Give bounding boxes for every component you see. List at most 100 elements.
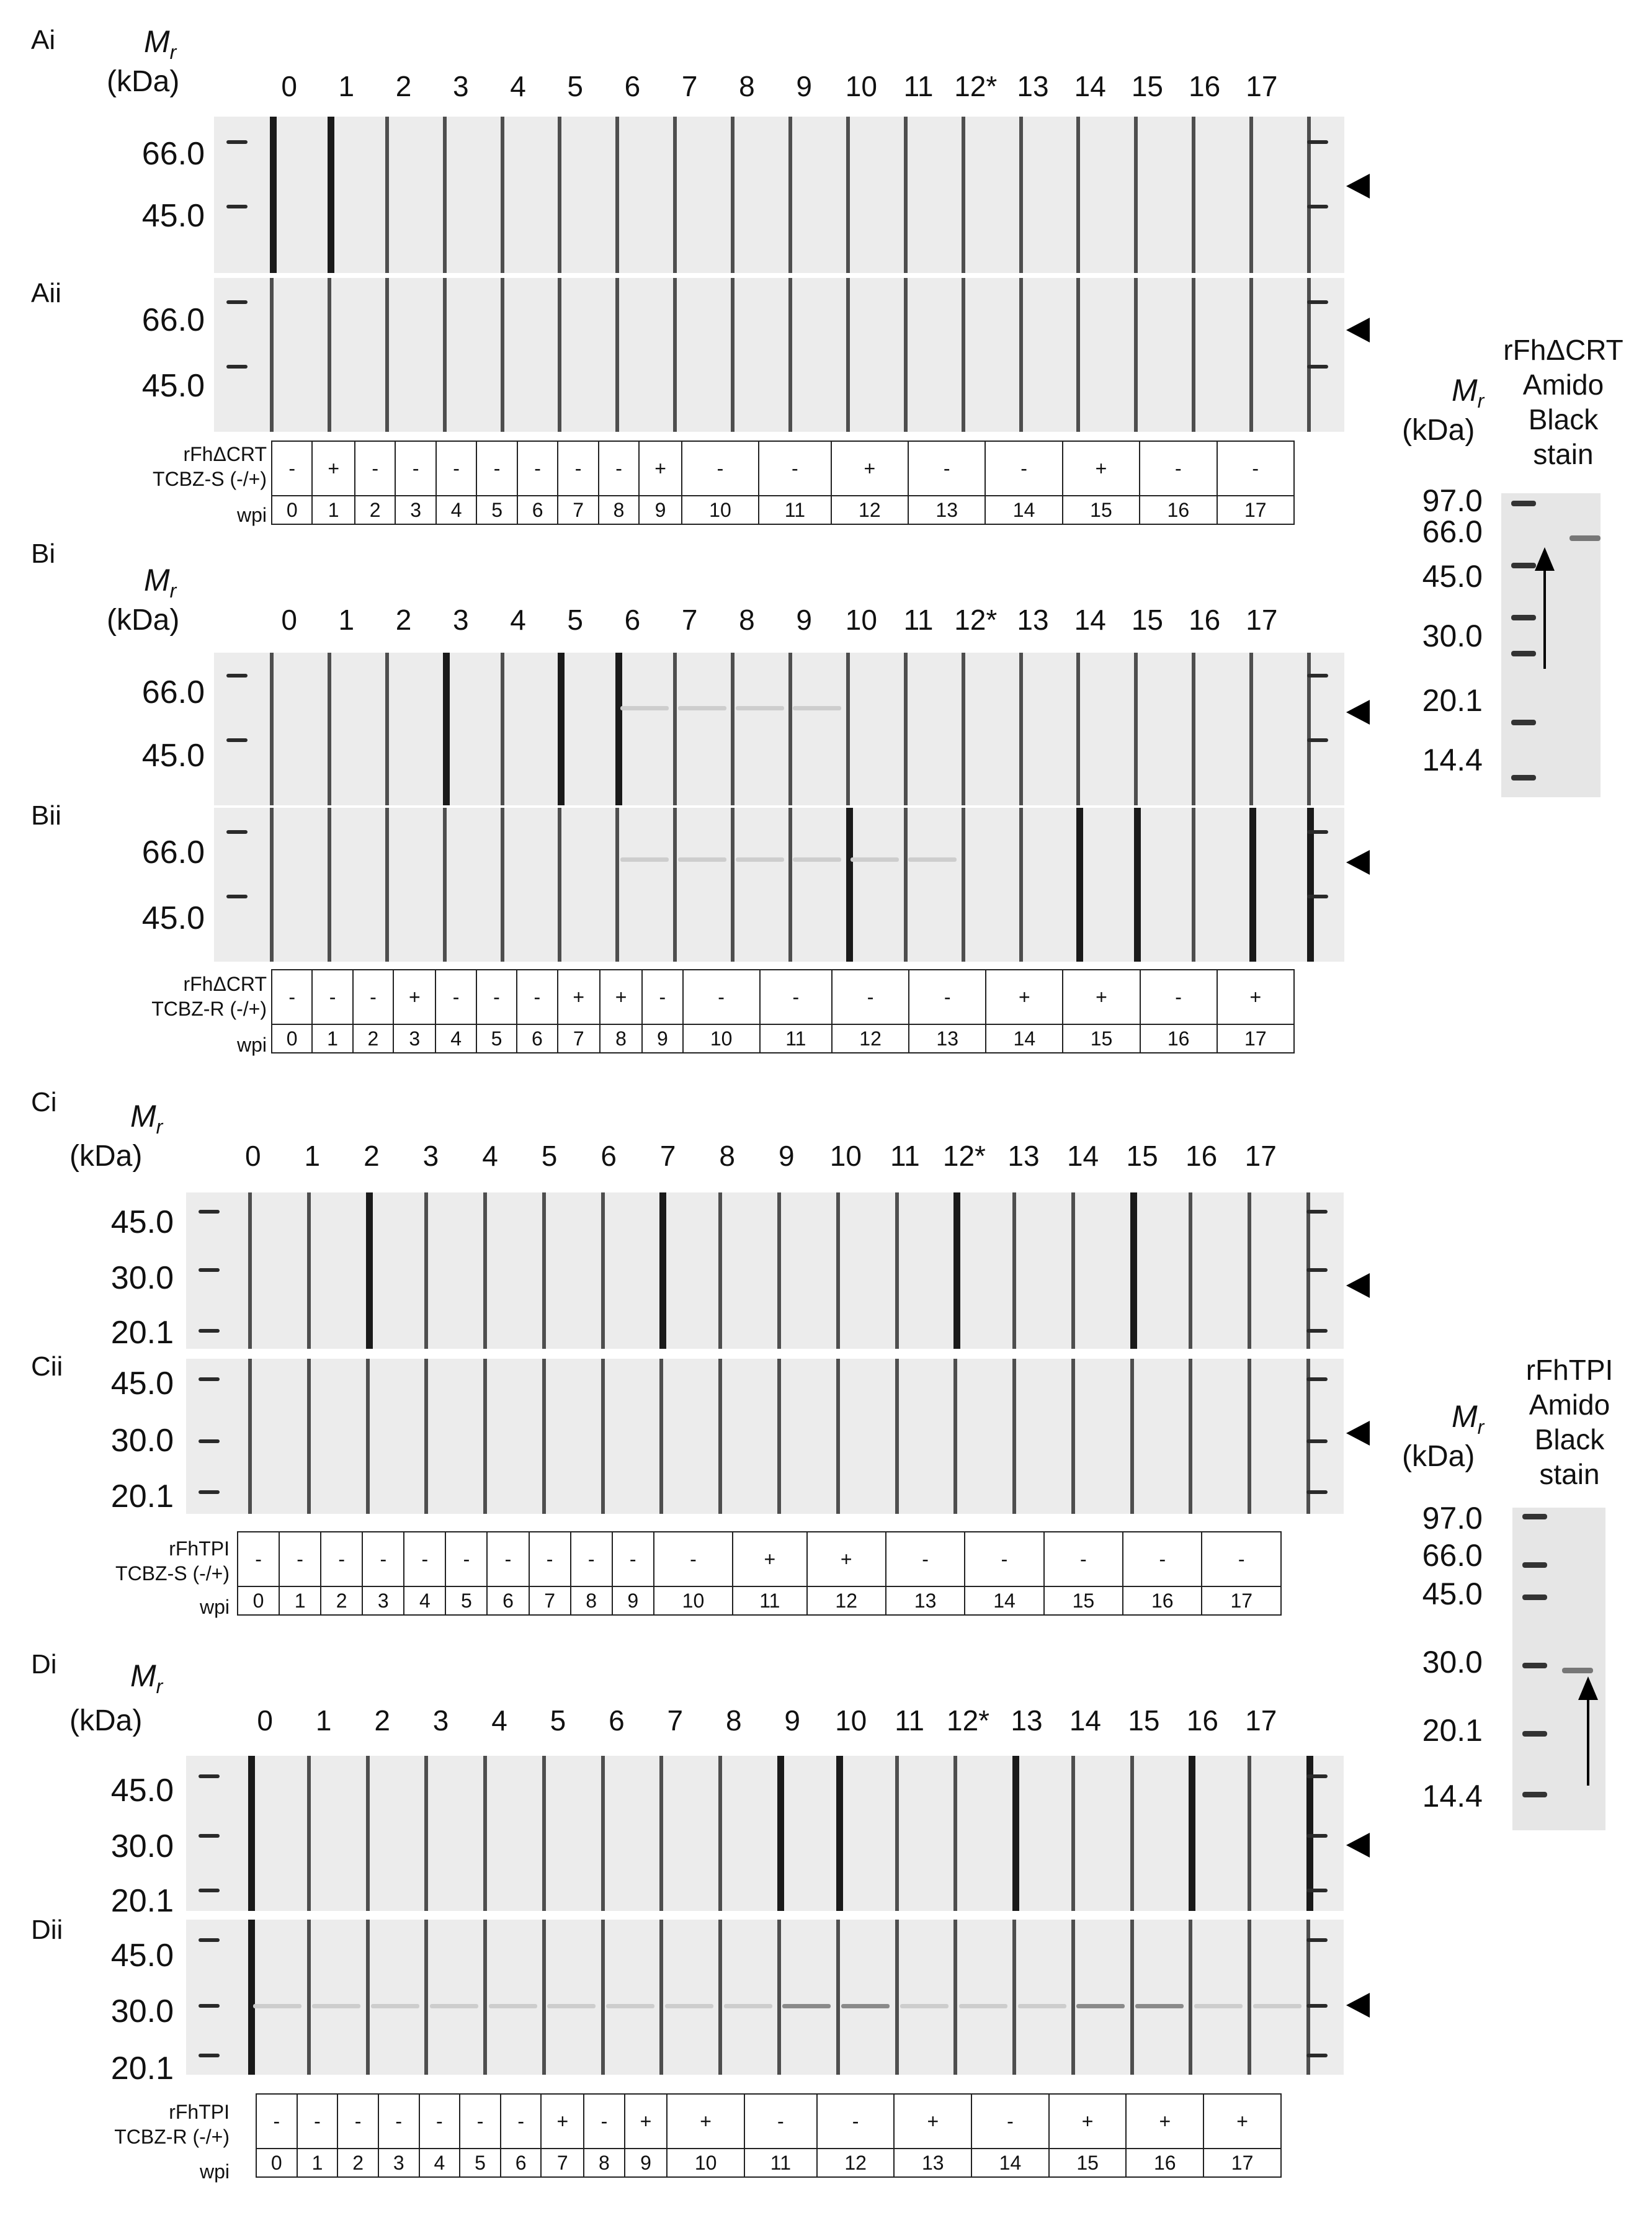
result-sign-cell: - xyxy=(758,441,832,496)
lane-divider xyxy=(961,808,965,962)
antigen-band xyxy=(606,2004,655,2008)
lane-number: 4 xyxy=(510,604,526,636)
lane-number: 15 xyxy=(1131,70,1164,102)
antigen-band xyxy=(620,857,669,862)
result-sign-cell: - xyxy=(256,2093,298,2149)
band-arrowhead-icon xyxy=(1346,1993,1370,2018)
lane-number: 12* xyxy=(942,1140,986,1172)
mw-45-di: 45.0 xyxy=(110,1773,174,1809)
lane-divider xyxy=(424,1192,429,1349)
lane-number: 0 xyxy=(281,604,297,636)
antigen-band xyxy=(547,2004,596,2008)
wpi-cell: 2 xyxy=(352,1024,395,1053)
lane-number: 10 xyxy=(829,1140,862,1172)
lane-divider xyxy=(385,653,389,805)
lane-divider xyxy=(615,808,620,962)
lane-divider xyxy=(846,117,850,273)
marker-band xyxy=(1307,300,1328,304)
wpi-cell: 8 xyxy=(597,495,640,525)
lane-divider xyxy=(306,1756,311,1911)
mw-45-cii: 45.0 xyxy=(110,1366,174,1402)
result-sign-cell: - xyxy=(1216,441,1295,496)
marker-band xyxy=(199,1889,220,1892)
stain-title-line: Black xyxy=(1528,403,1599,436)
kda-label: (kDa) xyxy=(107,604,180,637)
antigen-band xyxy=(253,2004,302,2008)
wpi-cell: 4 xyxy=(435,495,478,525)
marker-band xyxy=(199,1938,220,1942)
blot-bii xyxy=(214,808,1344,962)
result-sign-cell: + xyxy=(623,2093,668,2149)
lane-divider xyxy=(1076,117,1081,273)
panel-label-dii: Dii xyxy=(31,1915,63,1945)
lane-number: 7 xyxy=(681,70,698,102)
result-sign-cell: - xyxy=(641,969,684,1025)
lane-divider xyxy=(673,117,677,273)
lane-divider xyxy=(500,117,504,273)
lane-divider xyxy=(836,1920,840,2075)
antigen-band xyxy=(851,857,900,862)
lane-divider xyxy=(788,808,792,962)
wpi-cell: 1 xyxy=(311,495,355,525)
lane-number: 8 xyxy=(725,1704,742,1737)
blot-aii xyxy=(214,278,1344,432)
lane-divider xyxy=(1306,1756,1313,1911)
marker-band xyxy=(1306,1834,1328,1838)
antigen-band xyxy=(312,2004,361,2008)
mr-label: Mr xyxy=(144,24,177,63)
lane-divider xyxy=(1192,808,1196,962)
lane-number: 12* xyxy=(954,604,998,636)
lane-divider xyxy=(1130,1920,1134,2075)
wpi-cell: 8 xyxy=(583,2148,625,2178)
mw-20-ci: 20.1 xyxy=(110,1315,174,1351)
lane-divider xyxy=(846,653,850,805)
lane-divider xyxy=(1307,278,1311,432)
mw-20-di: 20.1 xyxy=(110,1883,174,1919)
mw-30-di: 30.0 xyxy=(110,1828,174,1864)
lane-divider xyxy=(248,1192,252,1349)
wpi-cell: 13 xyxy=(908,495,986,525)
wpi-cell: 7 xyxy=(540,2148,585,2178)
wpi-cell: 12 xyxy=(816,2148,895,2178)
lane-number: 3 xyxy=(422,1140,439,1172)
band-arrowhead-icon xyxy=(1346,700,1370,725)
lane-number: 15 xyxy=(1126,1140,1158,1172)
lane-number: 10 xyxy=(845,70,877,102)
wpi-cell: 15 xyxy=(1048,2148,1127,2178)
lane-number: 17 xyxy=(1246,604,1278,636)
wpi-cell: 2 xyxy=(320,1586,364,1616)
lane-divider xyxy=(777,1920,781,2075)
marker-band xyxy=(199,2054,220,2057)
lane-number: 6 xyxy=(601,1140,617,1172)
table-group-label: TCBZ-R (-/+) xyxy=(151,998,267,1020)
lane-divider xyxy=(327,808,331,962)
antigen-band xyxy=(793,706,842,710)
lane-divider xyxy=(1189,1359,1193,1514)
lane-number: 5 xyxy=(567,70,584,102)
table-wpi-label: wpi xyxy=(236,504,267,526)
wpi-cell: 12 xyxy=(831,1024,910,1053)
lane-divider xyxy=(903,653,908,805)
panel-label-di: Di xyxy=(31,1649,57,1680)
lane-divider xyxy=(365,1920,370,2075)
marker-band xyxy=(1307,365,1328,369)
result-sign-cell: + xyxy=(893,2093,973,2149)
wpi-cell: 16 xyxy=(1125,2148,1205,2178)
kda-label: (kDa) xyxy=(107,65,180,98)
result-sign-cell: - xyxy=(583,2093,625,2149)
wpi-cell: 1 xyxy=(296,2148,339,2178)
lane-divider xyxy=(903,117,908,273)
panel-label-bii: Bii xyxy=(31,800,61,831)
marker-band xyxy=(226,140,248,144)
result-sign-cell: - xyxy=(653,1531,734,1587)
wpi-cell: 7 xyxy=(556,1024,601,1053)
mw-20-cii: 20.1 xyxy=(110,1478,174,1514)
mw-45-ai: 45.0 xyxy=(141,198,205,234)
wpi-cell: 9 xyxy=(623,2148,668,2178)
wpi-cell: 15 xyxy=(1043,1586,1124,1616)
lane-divider xyxy=(953,1192,961,1349)
lane-divider xyxy=(673,653,677,805)
result-sign-cell: + xyxy=(985,969,1064,1025)
result-sign-cell: - xyxy=(445,1531,488,1587)
wpi-cell: 0 xyxy=(256,2148,298,2178)
